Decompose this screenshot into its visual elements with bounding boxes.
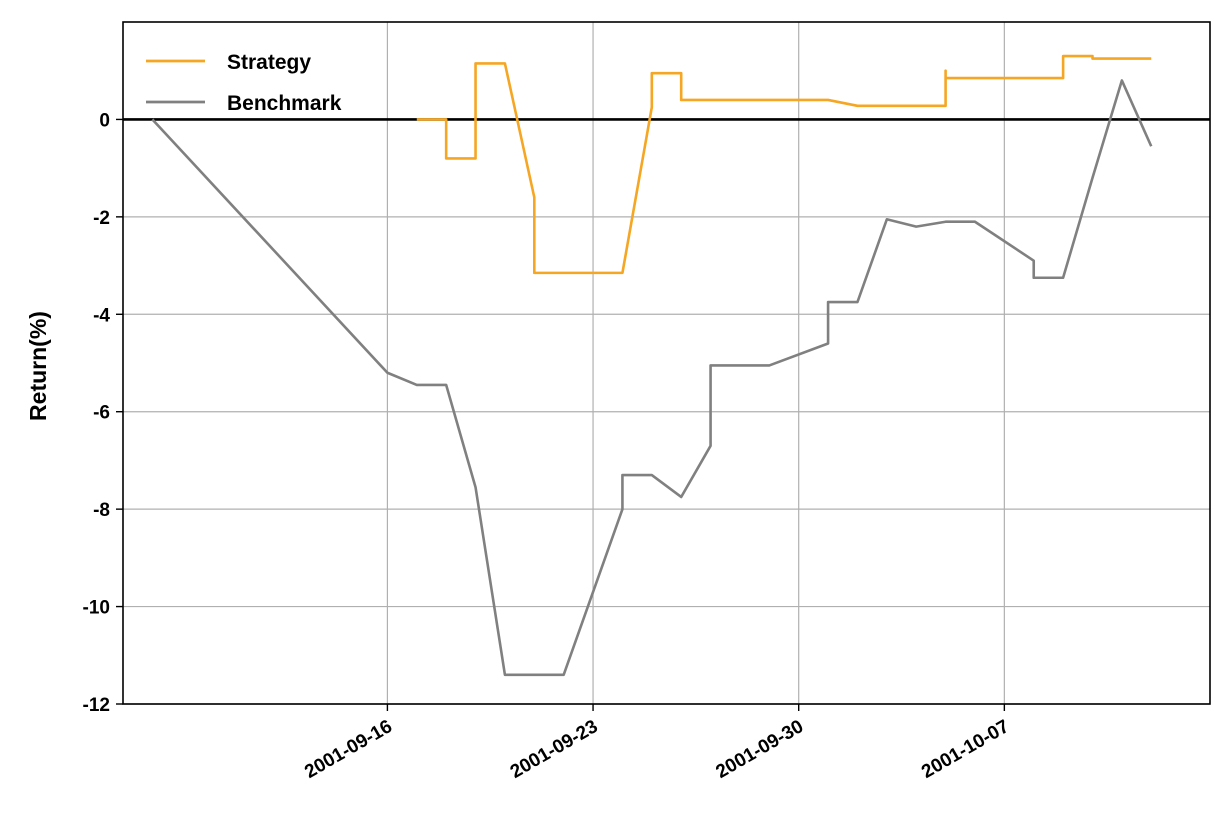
y-tick-label: -6 — [93, 403, 110, 424]
series-line-strategy — [416, 54, 1152, 275]
y-tick-label: 0 — [99, 110, 110, 131]
y-tick-label: -8 — [93, 500, 110, 521]
y-tick-label: -4 — [93, 305, 110, 326]
grid-lines — [123, 22, 1210, 705]
legend-label-strategy: Strategy — [227, 51, 311, 74]
series-layer — [151, 54, 1153, 677]
x-tick-label: 2001-09-16 — [301, 716, 396, 783]
x-tick-label: 2001-09-23 — [507, 716, 602, 783]
plot-frame — [122, 21, 1211, 705]
legend-label-benchmark: Benchmark — [227, 92, 342, 115]
series-line-benchmark — [151, 79, 1153, 677]
y-tick-label: -10 — [83, 598, 110, 619]
x-tick-label: 2001-10-07 — [918, 716, 1013, 783]
y-tick-label: -2 — [93, 208, 110, 229]
x-axis: 2001-09-16 2001-09-23 2001-09-30 2001-10-07 — [301, 704, 1013, 783]
y-axis: 0 -2 -4 -6 -8 -10 -12 — [83, 110, 123, 716]
legend: Strategy Benchmark — [146, 51, 342, 115]
x-tick-label: 2001-09-30 — [713, 716, 808, 783]
y-tick-label: -12 — [83, 695, 110, 716]
y-axis-title: Return(%) — [25, 311, 51, 421]
